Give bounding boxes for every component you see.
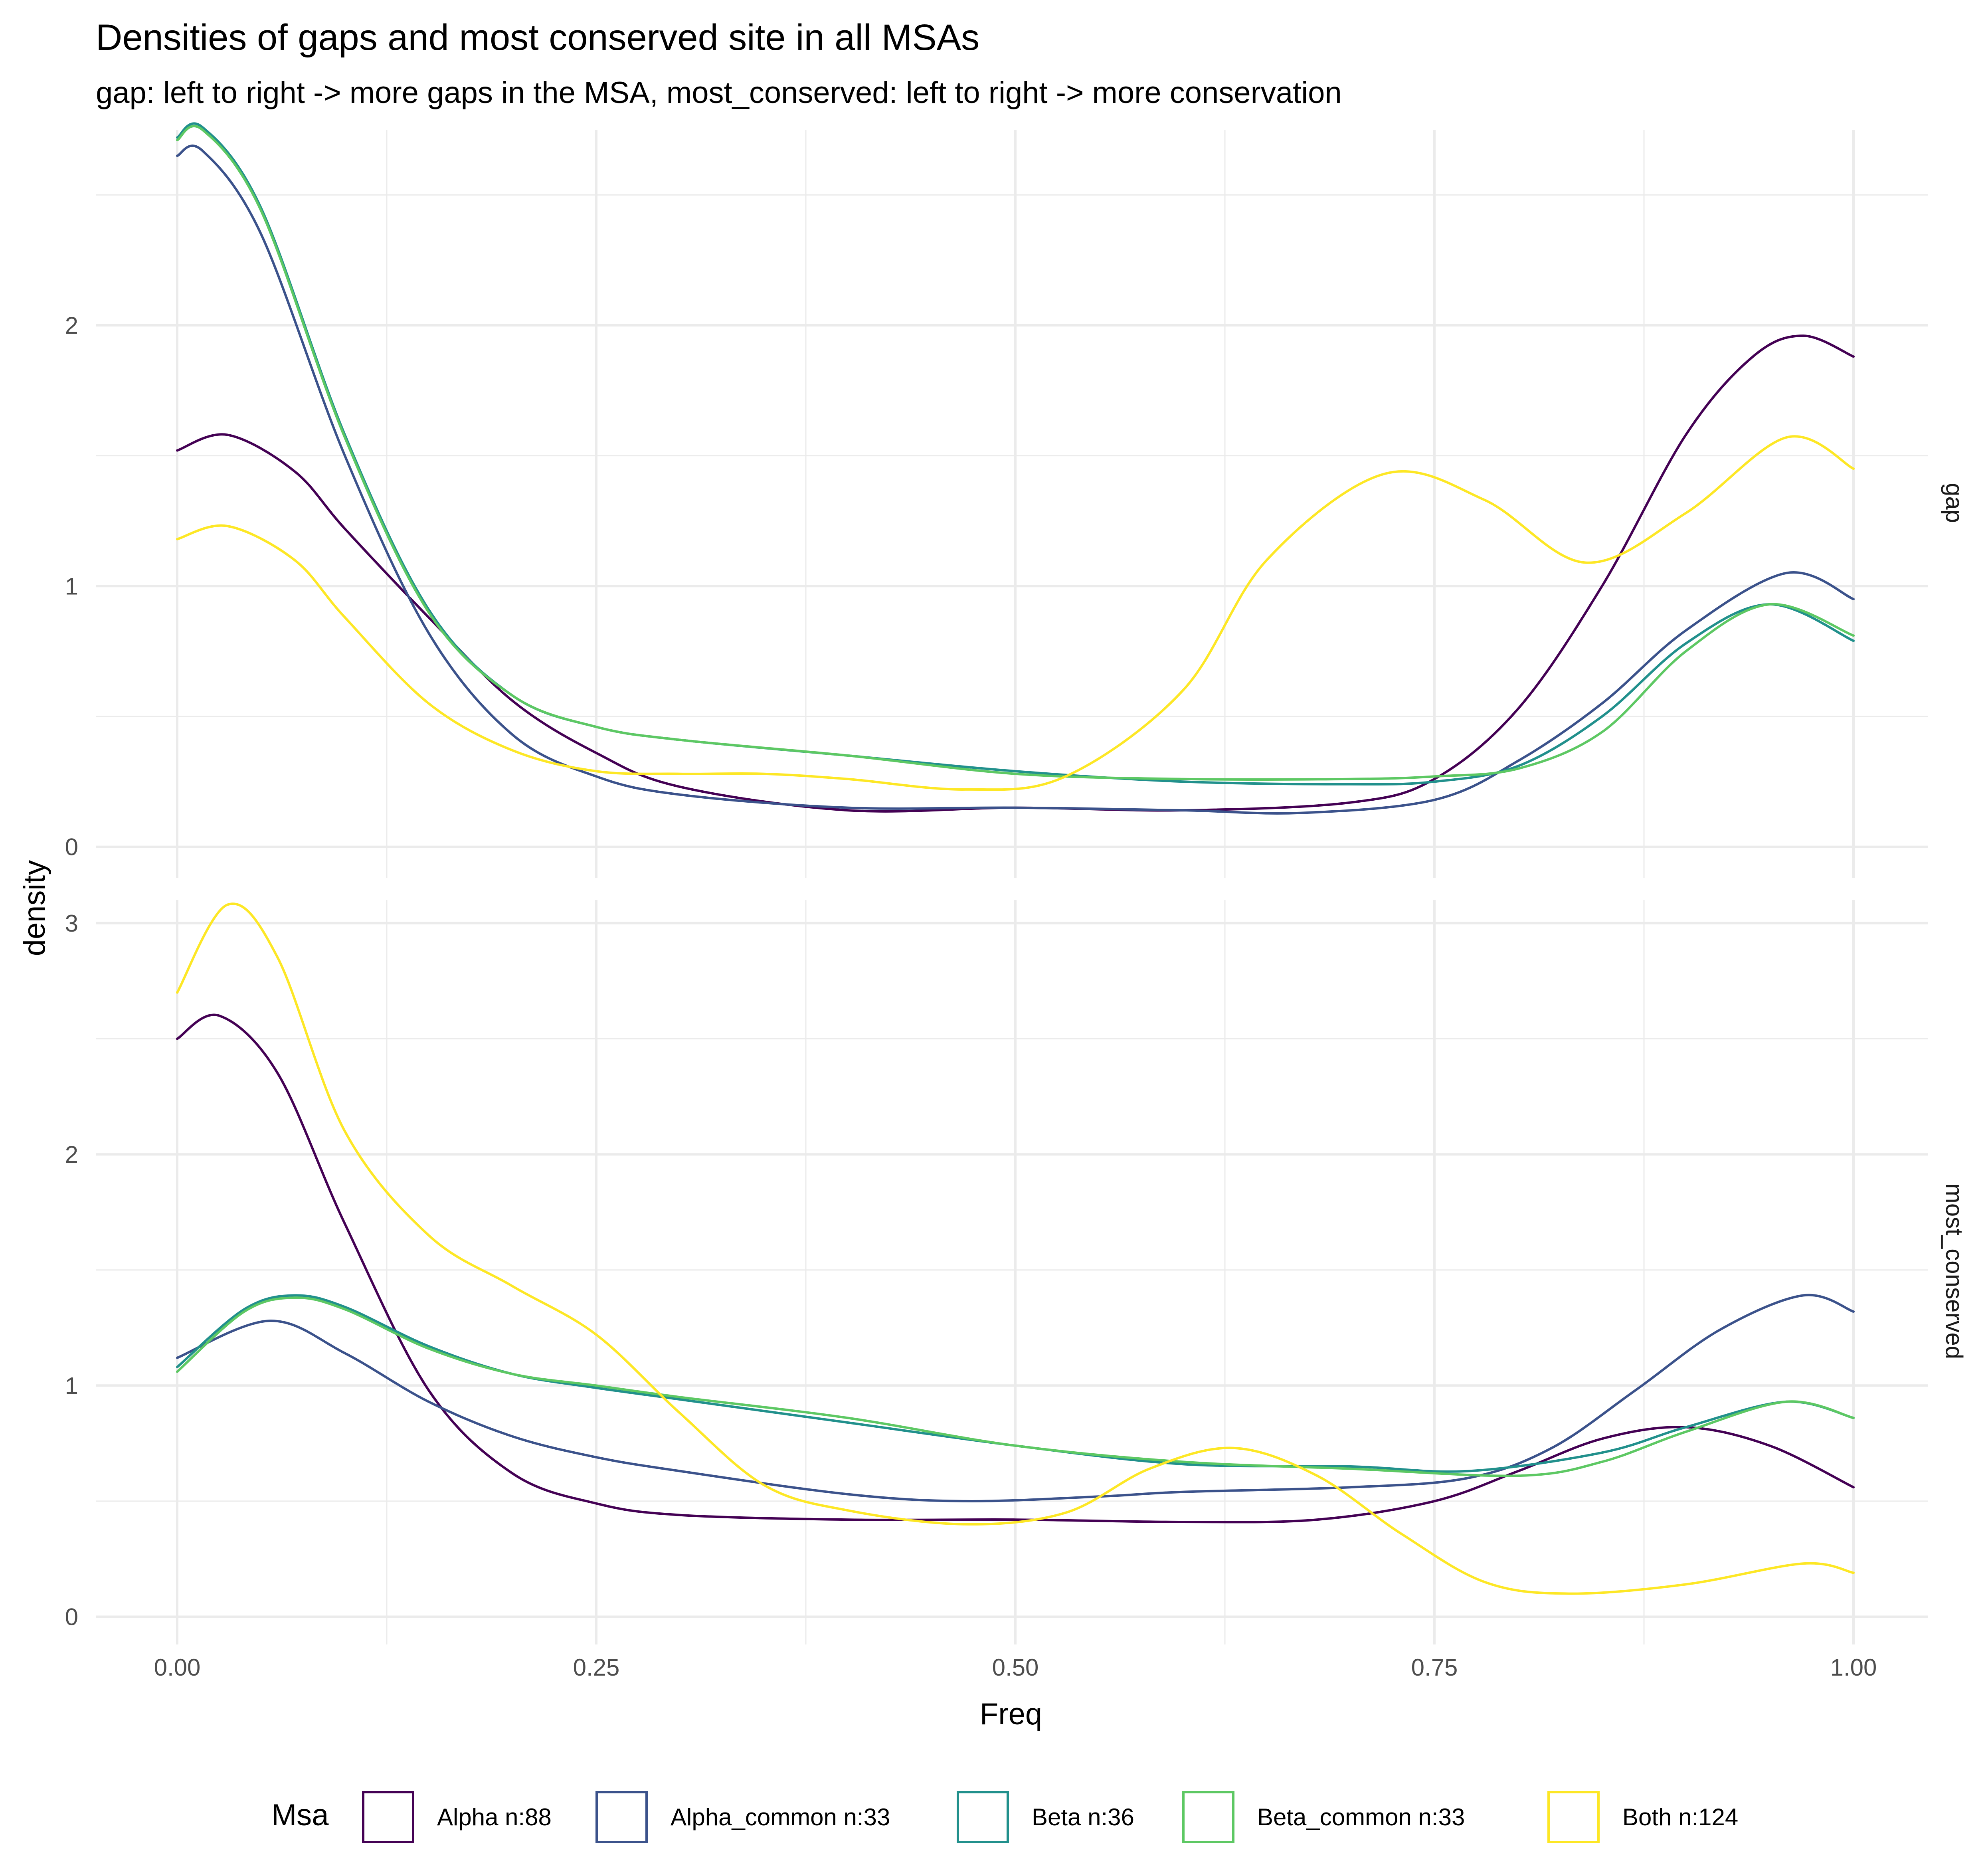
legend-item: Beta n:36 bbox=[957, 1791, 1134, 1843]
density-curve-beta-common bbox=[176, 125, 1855, 781]
x-tick-label: 0.25 bbox=[573, 1654, 620, 1681]
strip-label-gap: gap bbox=[1941, 483, 1968, 523]
legend-label: Both n:124 bbox=[1622, 1804, 1738, 1830]
panel-gap-grid bbox=[96, 130, 1928, 878]
density-curve-beta bbox=[176, 1294, 1855, 1473]
x-axis-ticks: 0.00 0.25 0.50 0.75 1.00 bbox=[154, 1654, 1877, 1681]
legend-item: Alpha_common n:33 bbox=[595, 1791, 890, 1843]
panel-most-conserved-grid bbox=[96, 900, 1928, 1644]
legend: Msa Alpha n:88 Alpha_common n:33 Beta n:36… bbox=[271, 1791, 1738, 1843]
legend-item: Beta_common n:33 bbox=[1182, 1791, 1465, 1843]
density-curve-both bbox=[176, 435, 1855, 791]
panel-gap-curves bbox=[176, 122, 1855, 815]
legend-label: Alpha n:88 bbox=[437, 1804, 552, 1830]
panel-most-conserved: 0 1 2 3 most_conserved bbox=[65, 900, 1968, 1644]
y-tick-label: 1 bbox=[65, 573, 78, 600]
x-tick-label: 0.50 bbox=[992, 1654, 1039, 1681]
y-tick-label: 0 bbox=[65, 1603, 78, 1630]
panel-most-conserved-curves bbox=[176, 902, 1855, 1595]
legend-item: Both n:124 bbox=[1547, 1791, 1738, 1843]
strip-label-most-conserved: most_conserved bbox=[1941, 1183, 1968, 1359]
y-tick-label: 3 bbox=[65, 910, 78, 937]
panel-gap: 0 1 2 gap bbox=[65, 122, 1968, 878]
legend-key bbox=[595, 1791, 648, 1843]
y-axis-title: density bbox=[18, 860, 51, 956]
x-axis-title: Freq bbox=[980, 1697, 1042, 1731]
legend-key bbox=[1182, 1791, 1234, 1843]
y-tick-label: 0 bbox=[65, 834, 78, 861]
x-tick-label: 0.00 bbox=[154, 1654, 201, 1681]
legend-key bbox=[957, 1791, 1009, 1843]
panel-most-conserved-y-ticks: 0 1 2 3 bbox=[65, 910, 78, 1631]
legend-key bbox=[1547, 1791, 1600, 1843]
y-tick-label: 2 bbox=[65, 312, 78, 339]
y-tick-label: 1 bbox=[65, 1372, 78, 1399]
density-curve-alpha-common bbox=[176, 144, 1855, 815]
legend-item: Alpha n:88 bbox=[362, 1791, 552, 1843]
chart-title: Densities of gaps and most conserved sit… bbox=[96, 17, 979, 58]
y-tick-label: 2 bbox=[65, 1141, 78, 1168]
legend-label: Beta_common n:33 bbox=[1257, 1804, 1465, 1830]
x-tick-label: 0.75 bbox=[1411, 1654, 1458, 1681]
legend-label: Beta n:36 bbox=[1032, 1804, 1134, 1830]
x-tick-label: 1.00 bbox=[1830, 1654, 1877, 1681]
panel-gap-y-ticks: 0 1 2 bbox=[65, 312, 78, 861]
legend-label: Alpha_common n:33 bbox=[671, 1804, 890, 1830]
legend-items: Alpha n:88 Alpha_common n:33 Beta n:36 Beta… bbox=[362, 1791, 1738, 1843]
legend-title: Msa bbox=[271, 1798, 329, 1832]
density-curve-alpha-common bbox=[176, 1294, 1855, 1502]
legend-key bbox=[362, 1791, 414, 1843]
density-curve-beta-common bbox=[176, 1296, 1855, 1477]
chart-subtitle: gap: left to right -> more gaps in the M… bbox=[96, 76, 1342, 110]
density-curve-both bbox=[176, 902, 1855, 1595]
